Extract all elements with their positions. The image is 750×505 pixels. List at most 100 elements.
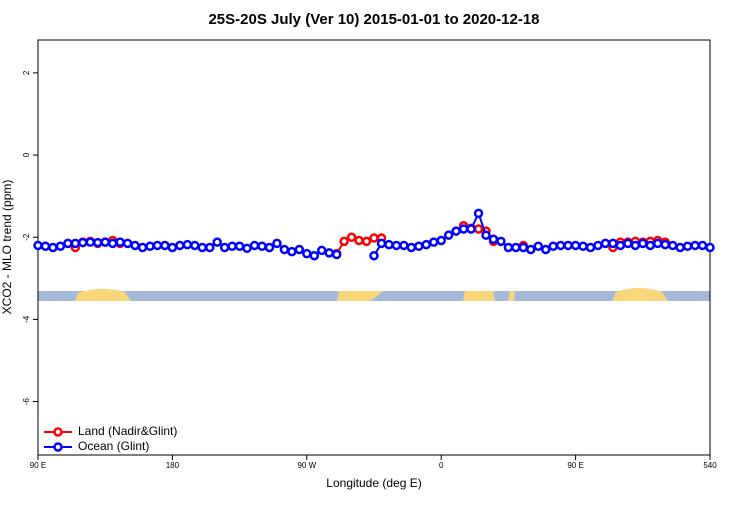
data-point (219, 242, 230, 253)
data-point (503, 242, 514, 253)
data-point (667, 240, 678, 251)
data-point (391, 240, 402, 251)
data-point (466, 224, 476, 234)
legend-label: Ocean (Glint) (78, 439, 149, 453)
data-point (160, 240, 170, 251)
data-point (92, 237, 103, 248)
data-point (70, 238, 81, 249)
data-point (518, 242, 529, 253)
data-point (190, 240, 200, 251)
data-point (443, 230, 454, 240)
data-point (600, 238, 611, 249)
legend: Land (Nadir&Glint)Ocean (Glint) (44, 424, 177, 453)
data-point (473, 224, 484, 234)
data-point (130, 240, 140, 251)
data-point (182, 239, 193, 250)
data-point (257, 241, 267, 252)
x-tick-label: 90 E (567, 461, 583, 470)
data-point (339, 236, 349, 247)
data-point (85, 237, 96, 247)
data-point (197, 242, 208, 253)
data-point (122, 238, 133, 249)
legend-label: Land (Nadir&Glint) (78, 424, 177, 438)
data-point (488, 234, 499, 245)
data-point (697, 240, 708, 251)
data-point (167, 242, 178, 253)
data-point (615, 240, 626, 251)
data-point (570, 240, 581, 251)
data-point (481, 230, 491, 240)
data-point (309, 250, 320, 261)
data-point (533, 241, 544, 252)
land-patch (463, 291, 495, 301)
data-point (675, 242, 685, 253)
data-point (354, 235, 364, 246)
data-point (63, 238, 73, 249)
data-point (316, 245, 327, 256)
data-point (369, 233, 379, 243)
x-tick-label: 90 E (30, 461, 46, 470)
data-point (406, 242, 417, 253)
data-point (660, 239, 670, 250)
y-tick-label: -4 (22, 315, 31, 323)
y-tick-label: -6 (22, 397, 31, 405)
data-point (137, 242, 148, 253)
chart-title: 25S-20S July (Ver 10) 2015-01-01 to 2020… (208, 11, 539, 28)
x-tick-label: 90 W (297, 461, 316, 470)
data-point (428, 237, 439, 247)
data-point (145, 241, 155, 252)
data-point (645, 240, 656, 251)
data-point (100, 237, 110, 247)
data-point (451, 226, 461, 236)
data-point (436, 235, 446, 246)
data-point (593, 240, 603, 251)
data-point (48, 242, 58, 253)
data-point (212, 237, 222, 247)
data-point (272, 238, 282, 249)
data-point (682, 241, 693, 252)
data-point (690, 240, 700, 251)
data-point (78, 237, 88, 248)
data-point (234, 241, 245, 252)
data-point (55, 241, 66, 252)
y-tick-label: -2 (22, 233, 31, 241)
data-point (324, 248, 334, 258)
x-tick-label: 540 (703, 461, 717, 470)
data-point (638, 238, 648, 249)
data-point (526, 244, 536, 255)
data-point (279, 244, 290, 255)
land-patch (508, 291, 515, 301)
data-point (40, 241, 51, 252)
data-point (33, 240, 43, 251)
data-point (249, 240, 260, 251)
data-point (107, 238, 118, 249)
data-point (346, 232, 357, 242)
data-point (473, 208, 484, 219)
land-patch (612, 288, 668, 301)
data-point (361, 236, 372, 247)
data-point (458, 224, 469, 234)
data-point (652, 238, 663, 249)
land-patch (75, 288, 131, 301)
data-point (227, 241, 237, 252)
data-point (511, 242, 521, 253)
data-point (302, 248, 312, 259)
data-point (623, 238, 633, 249)
data-point (264, 242, 275, 253)
data-point (242, 243, 252, 254)
data-point (376, 238, 387, 249)
data-point (115, 237, 125, 247)
data-point (540, 244, 551, 255)
data-point (384, 239, 394, 250)
data-point (287, 246, 297, 257)
x-tick-label: 0 (439, 461, 444, 470)
x-tick-label: 180 (166, 461, 180, 470)
y-tick-label: 2 (22, 70, 31, 75)
data-point (204, 242, 215, 253)
data-point (555, 240, 566, 251)
data-point (705, 242, 715, 253)
data-point (630, 240, 641, 251)
y-axis-label: XCO2 - MLO trend (ppm) (0, 180, 14, 315)
